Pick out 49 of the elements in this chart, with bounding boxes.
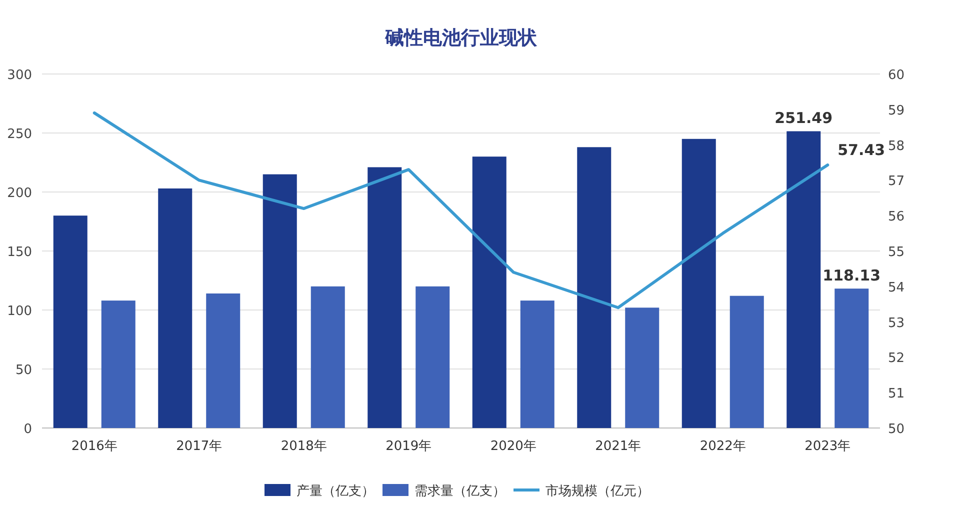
data-label: 57.43 — [838, 140, 886, 159]
bar — [416, 286, 450, 428]
bar — [472, 156, 506, 428]
y-tick-label: 50 — [15, 363, 32, 378]
y2-tick-label: 54 — [888, 280, 905, 296]
y2-tick-label: 51 — [888, 386, 905, 402]
bar — [206, 293, 240, 428]
bar — [262, 174, 297, 428]
bar — [786, 131, 821, 428]
y-tick-label: 100 — [7, 304, 32, 319]
bar — [730, 296, 764, 428]
x-tick-label: 2021年 — [595, 439, 642, 454]
legend-label: 产量（亿支） — [296, 484, 374, 499]
y2-tick-label: 56 — [888, 210, 905, 225]
y-tick-label: 150 — [7, 245, 32, 260]
y2-tick-label: 55 — [888, 245, 905, 260]
bar — [368, 167, 402, 428]
y-tick-label: 250 — [7, 127, 32, 142]
data-label: 251.49 — [774, 109, 833, 128]
y-tick-label: 300 — [7, 68, 32, 83]
bar — [834, 288, 869, 428]
y2-tick-label: 60 — [888, 68, 905, 83]
bar — [520, 300, 554, 428]
x-tick-label: 2017年 — [176, 439, 222, 454]
y2-tick-label: 52 — [888, 351, 905, 366]
bar — [158, 188, 192, 428]
legend-label: 需求量（亿支） — [414, 484, 506, 499]
bar — [682, 138, 716, 428]
bar — [310, 286, 345, 428]
x-tick-label: 2023年 — [804, 439, 851, 454]
x-tick-label: 2020年 — [490, 439, 536, 454]
x-tick-label: 2022年 — [700, 439, 746, 454]
x-tick-label: 2018年 — [280, 439, 327, 454]
y2-tick-label: 59 — [888, 103, 905, 118]
data-label: 118.13 — [822, 266, 881, 285]
y-tick-label: 200 — [7, 186, 32, 201]
bar — [577, 147, 612, 428]
y2-tick-label: 50 — [888, 422, 905, 437]
bar — [625, 308, 660, 428]
y2-tick-label: 53 — [888, 316, 905, 331]
y2-tick-label: 57 — [888, 174, 905, 190]
bar — [101, 300, 136, 428]
bar — [53, 216, 88, 428]
legend-label: 市场规模（亿元） — [546, 484, 650, 499]
y-tick-label: 0 — [24, 422, 32, 437]
chart-title: 碱性电池行业现状 — [384, 27, 538, 49]
x-tick-label: 2016年 — [71, 439, 118, 454]
y2-tick-label: 58 — [888, 138, 905, 154]
x-tick-label: 2019年 — [386, 439, 432, 454]
